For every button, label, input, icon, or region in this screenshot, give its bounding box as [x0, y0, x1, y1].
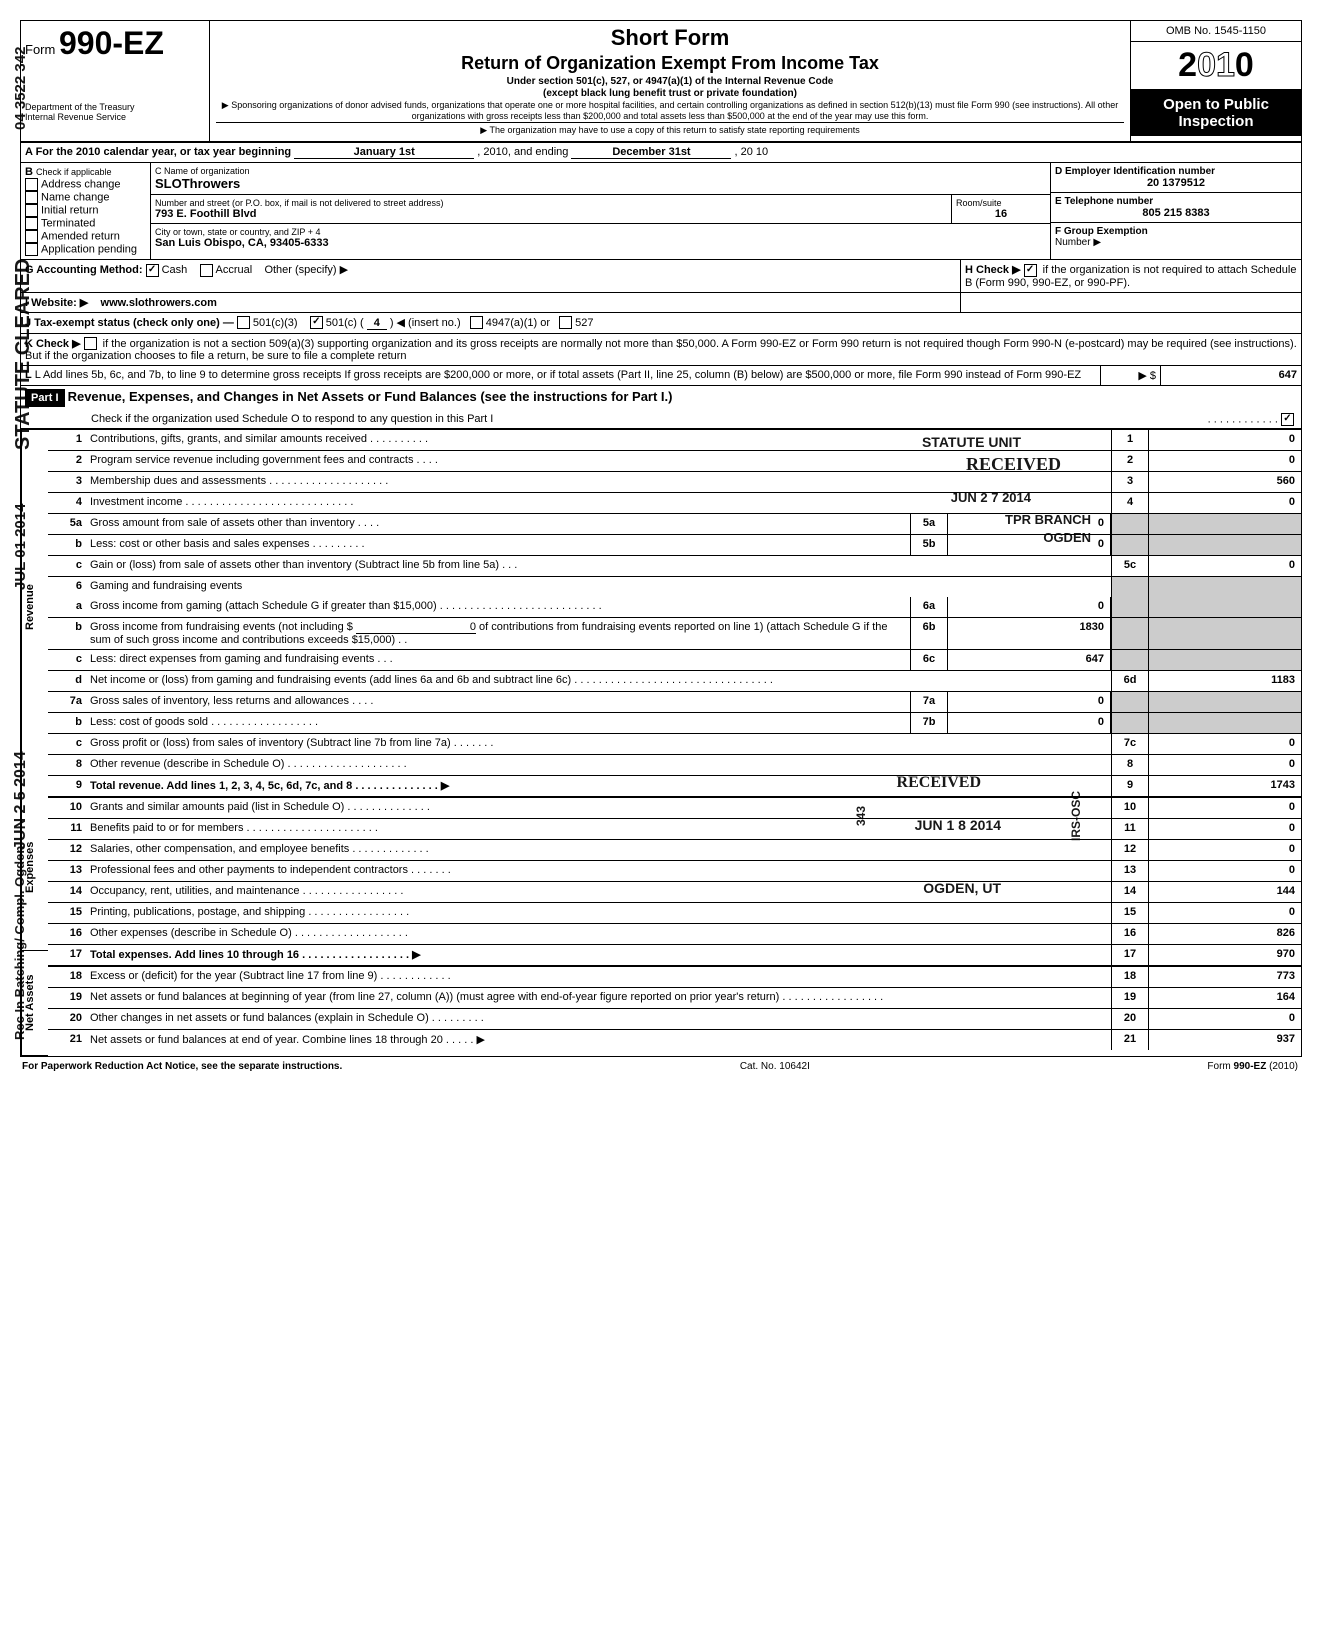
city: San Luis Obispo, CA, 93405-6333	[155, 237, 1046, 249]
website: www.slothrowers.com	[101, 297, 217, 309]
tax-year: 2010	[1131, 42, 1301, 90]
vlabel-expenses: Expenses	[21, 784, 48, 951]
check-501c[interactable]	[310, 316, 323, 329]
check-application-pending[interactable]: Application pending	[25, 243, 146, 256]
line-15: 15 Printing, publications, postage, and …	[48, 903, 1301, 924]
note-state: ▶ The organization may have to use a cop…	[216, 122, 1124, 136]
footer-catno: Cat. No. 10642I	[740, 1061, 810, 1072]
line-21: 21 Net assets or fund balances at end of…	[48, 1030, 1301, 1050]
line-6b: b Gross income from fundraising events (…	[48, 618, 1301, 650]
line-6d: d Net income or (loss) from gaming and f…	[48, 671, 1301, 692]
check-accrual[interactable]	[200, 264, 213, 277]
row-a-tax-year: A For the 2010 calendar year, or tax yea…	[21, 143, 1301, 163]
check-address-change[interactable]: Address change	[25, 178, 146, 191]
ein: 20 1379512	[1055, 177, 1297, 189]
label-room: Room/suite	[956, 198, 1046, 208]
section-j-label: J Tax-exempt status (check only one) —	[25, 317, 234, 329]
line-1: 1 Contributions, gifts, grants, and simi…	[48, 430, 1301, 451]
check-h[interactable]	[1024, 264, 1037, 277]
org-name: SLOThrowers	[155, 176, 1046, 191]
check-initial-return[interactable]: Initial return	[25, 204, 146, 217]
form-header: Form 990-EZ Department of the Treasury I…	[21, 21, 1301, 143]
vlabel-revenue: Revenue	[21, 430, 48, 784]
title-short-form: Short Form	[216, 25, 1124, 51]
section-l-text: L Add lines 5b, 6c, and 7b, to line 9 to…	[35, 369, 1081, 381]
501c-number: 4	[367, 317, 387, 330]
line-5c: c Gain or (loss) from sale of assets oth…	[48, 556, 1301, 577]
dept-treasury: Department of the Treasury Internal Reve…	[25, 102, 205, 122]
label-e-phone: E Telephone number	[1055, 196, 1297, 207]
label-c-org: C Name of organization	[155, 166, 1046, 176]
section-k-label: K Check ▶	[25, 338, 81, 350]
title-return: Return of Organization Exempt From Incom…	[216, 53, 1124, 74]
line-19: 19 Net assets or fund balances at beginn…	[48, 988, 1301, 1009]
check-k[interactable]	[84, 337, 97, 350]
line-8: 8 Other revenue (describe in Schedule O)…	[48, 755, 1301, 776]
label-f-number: Number ▶	[1055, 237, 1297, 248]
vlabel-netassets: Net Assets	[21, 951, 48, 1056]
subtitle-code: Under section 501(c), 527, or 4947(a)(1)…	[216, 76, 1124, 87]
open-to-public: Open to Public Inspection	[1131, 90, 1301, 136]
line-20: 20 Other changes in net assets or fund b…	[48, 1009, 1301, 1030]
footer-paperwork: For Paperwork Reduction Act Notice, see …	[22, 1061, 342, 1072]
line-12: 12 Salaries, other compensation, and emp…	[48, 840, 1301, 861]
label-d-ein: D Employer Identification number	[1055, 166, 1297, 177]
line-17: 17 Total expenses. Add lines 10 through …	[48, 945, 1301, 967]
line-14: OGDEN, UT 14 Occupancy, rent, utilities,…	[48, 882, 1301, 903]
section-h-label: H Check ▶	[965, 264, 1021, 276]
form-footer: For Paperwork Reduction Act Notice, see …	[20, 1057, 1300, 1076]
line-11: JUN 1 8 2014 343 IRS-OSC 11 Benefits pai…	[48, 819, 1301, 840]
line-13: 13 Professional fees and other payments …	[48, 861, 1301, 882]
check-501c3[interactable]	[237, 316, 250, 329]
room: 16	[956, 208, 1046, 220]
label-city: City or town, state or country, and ZIP …	[155, 227, 1046, 237]
line-6: 6 Gaming and fundraising events	[48, 577, 1301, 597]
l-value: 647	[1161, 366, 1301, 385]
line-9: RECEIVED 9 Total revenue. Add lines 1, 2…	[48, 776, 1301, 798]
line-4: 4 Investment income . . . . . . . . . . …	[48, 493, 1301, 514]
l-arrow: ▶ $	[1101, 366, 1161, 385]
note-sponsoring: ▶ Sponsoring organizations of donor advi…	[216, 100, 1124, 121]
phone: 805 215 8383	[1055, 207, 1297, 219]
line-7b: b Less: cost of goods sold . . . . . . .…	[48, 713, 1301, 734]
footer-formno: Form 990-EZ (2010)	[1207, 1061, 1298, 1072]
line-3: 3 Membership dues and assessments . . . …	[48, 472, 1301, 493]
line-2: 2 Program service revenue including gove…	[48, 451, 1301, 472]
section-g-label: G Accounting Method:	[25, 264, 143, 276]
check-4947[interactable]	[470, 316, 483, 329]
check-amended-return[interactable]: Amended return	[25, 230, 146, 243]
section-i-label: I Website: ▶	[25, 297, 88, 309]
form-number: Form 990-EZ	[25, 25, 205, 62]
subtitle-except: (except black lung benefit trust or priv…	[216, 88, 1124, 99]
part1-check-text: Check if the organization used Schedule …	[91, 413, 493, 425]
other-specify: Other (specify) ▶	[264, 264, 348, 276]
check-terminated[interactable]: Terminated	[25, 217, 146, 230]
label-street: Number and street (or P.O. box, if mail …	[155, 198, 947, 208]
line-6c: c Less: direct expenses from gaming and …	[48, 650, 1301, 671]
line-7a: 7a Gross sales of inventory, less return…	[48, 692, 1301, 713]
line-5b: b Less: cost or other basis and sales ex…	[48, 535, 1301, 556]
line-6a: a Gross income from gaming (attach Sched…	[48, 597, 1301, 618]
check-schedule-o[interactable]	[1281, 413, 1294, 426]
part1-label: Part I	[25, 389, 65, 407]
omb-number: OMB No. 1545-1150	[1131, 21, 1301, 42]
check-cash[interactable]	[146, 264, 159, 277]
line-5a: 5a Gross amount from sale of assets othe…	[48, 514, 1301, 535]
label-f-group: F Group Exemption	[1055, 226, 1297, 237]
line-16: 16 Other expenses (describe in Schedule …	[48, 924, 1301, 945]
part1-title: Revenue, Expenses, and Changes in Net As…	[68, 389, 673, 404]
section-b-label: B	[25, 166, 33, 178]
check-527[interactable]	[559, 316, 572, 329]
section-k-text: if the organization is not a section 509…	[25, 338, 1297, 363]
line-10: 10 Grants and similar amounts paid (list…	[48, 798, 1301, 819]
check-name-change[interactable]: Name change	[25, 191, 146, 204]
street: 793 E. Foothill Blvd	[155, 208, 947, 220]
line-18: 18 Excess or (deficit) for the year (Sub…	[48, 967, 1301, 988]
line-7c: c Gross profit or (loss) from sales of i…	[48, 734, 1301, 755]
